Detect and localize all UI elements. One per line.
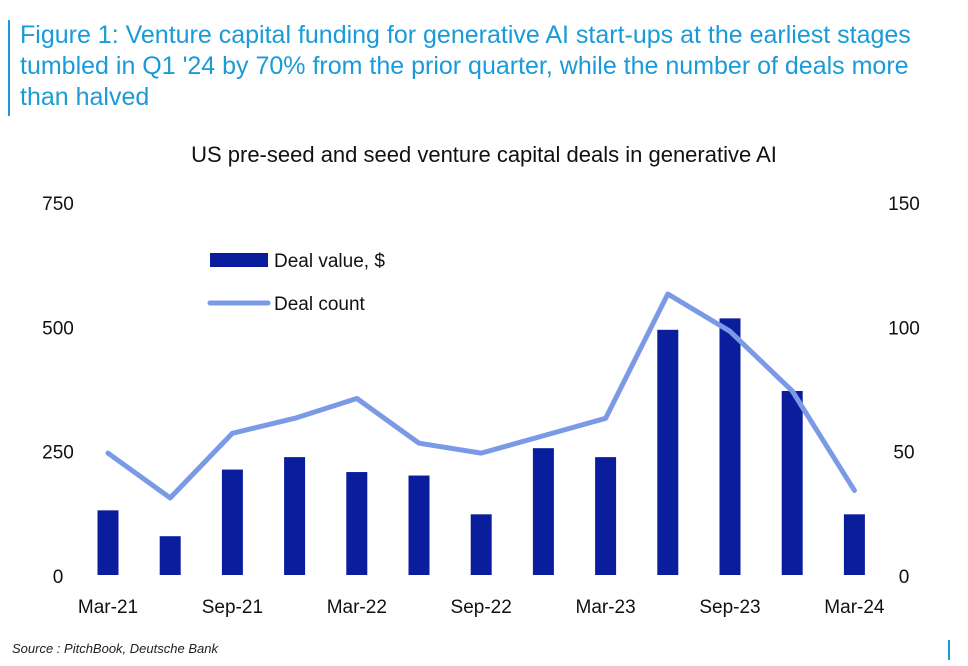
right-axis-tick-label: 0 — [899, 567, 910, 588]
line-deal-count — [105, 291, 857, 501]
bar-deal-value — [470, 514, 492, 575]
bar-deal-value — [781, 390, 803, 575]
legend-label-deal-count: Deal count — [274, 294, 366, 315]
bar-deal-value — [408, 475, 430, 575]
right-axis-tick-label: 100 — [888, 318, 920, 339]
left-axis-tick-label: 500 — [42, 318, 74, 339]
chart-title: US pre-seed and seed venture capital dea… — [191, 142, 777, 167]
source-note: Source : PitchBook, Deutsche Bank — [12, 641, 218, 656]
x-axis-tick-label: Mar-23 — [576, 597, 636, 618]
left-axis-tick-label: 250 — [42, 443, 74, 464]
x-axis-tick-label: Mar-22 — [327, 597, 387, 618]
bar-deal-value — [719, 318, 741, 575]
right-axis-tick-label: 50 — [893, 443, 914, 464]
corner-mark — [948, 640, 950, 660]
right-axis-tick-label: 150 — [888, 194, 920, 215]
bar-deal-value — [532, 448, 554, 575]
bar-deal-value — [346, 472, 368, 575]
left-axis-tick-label: 750 — [42, 194, 74, 215]
x-axis-tick-label: Sep-23 — [699, 597, 760, 618]
bar-deal-value — [159, 536, 181, 575]
figure-header: Figure 1: Venture capital funding for ge… — [8, 20, 962, 116]
bar-deal-value — [843, 514, 865, 575]
x-axis-tick-label: Mar-21 — [78, 597, 138, 618]
legend-swatch-deal-value — [210, 253, 268, 267]
bar-deal-value — [97, 510, 119, 575]
x-axis-tick-label: Sep-21 — [202, 597, 263, 618]
left-axis-tick-label: 0 — [53, 567, 64, 588]
legend-label-deal-value: Deal value, $ — [274, 251, 385, 272]
bar-deal-value — [221, 469, 243, 575]
figure-title: Figure 1: Venture capital funding for ge… — [20, 21, 911, 111]
bar-deal-value — [657, 329, 679, 575]
bar-deal-value — [284, 457, 306, 575]
x-axis-tick-label: Mar-24 — [824, 597, 885, 618]
bar-deal-value — [595, 457, 617, 575]
x-axis-tick-label: Sep-22 — [451, 597, 512, 618]
